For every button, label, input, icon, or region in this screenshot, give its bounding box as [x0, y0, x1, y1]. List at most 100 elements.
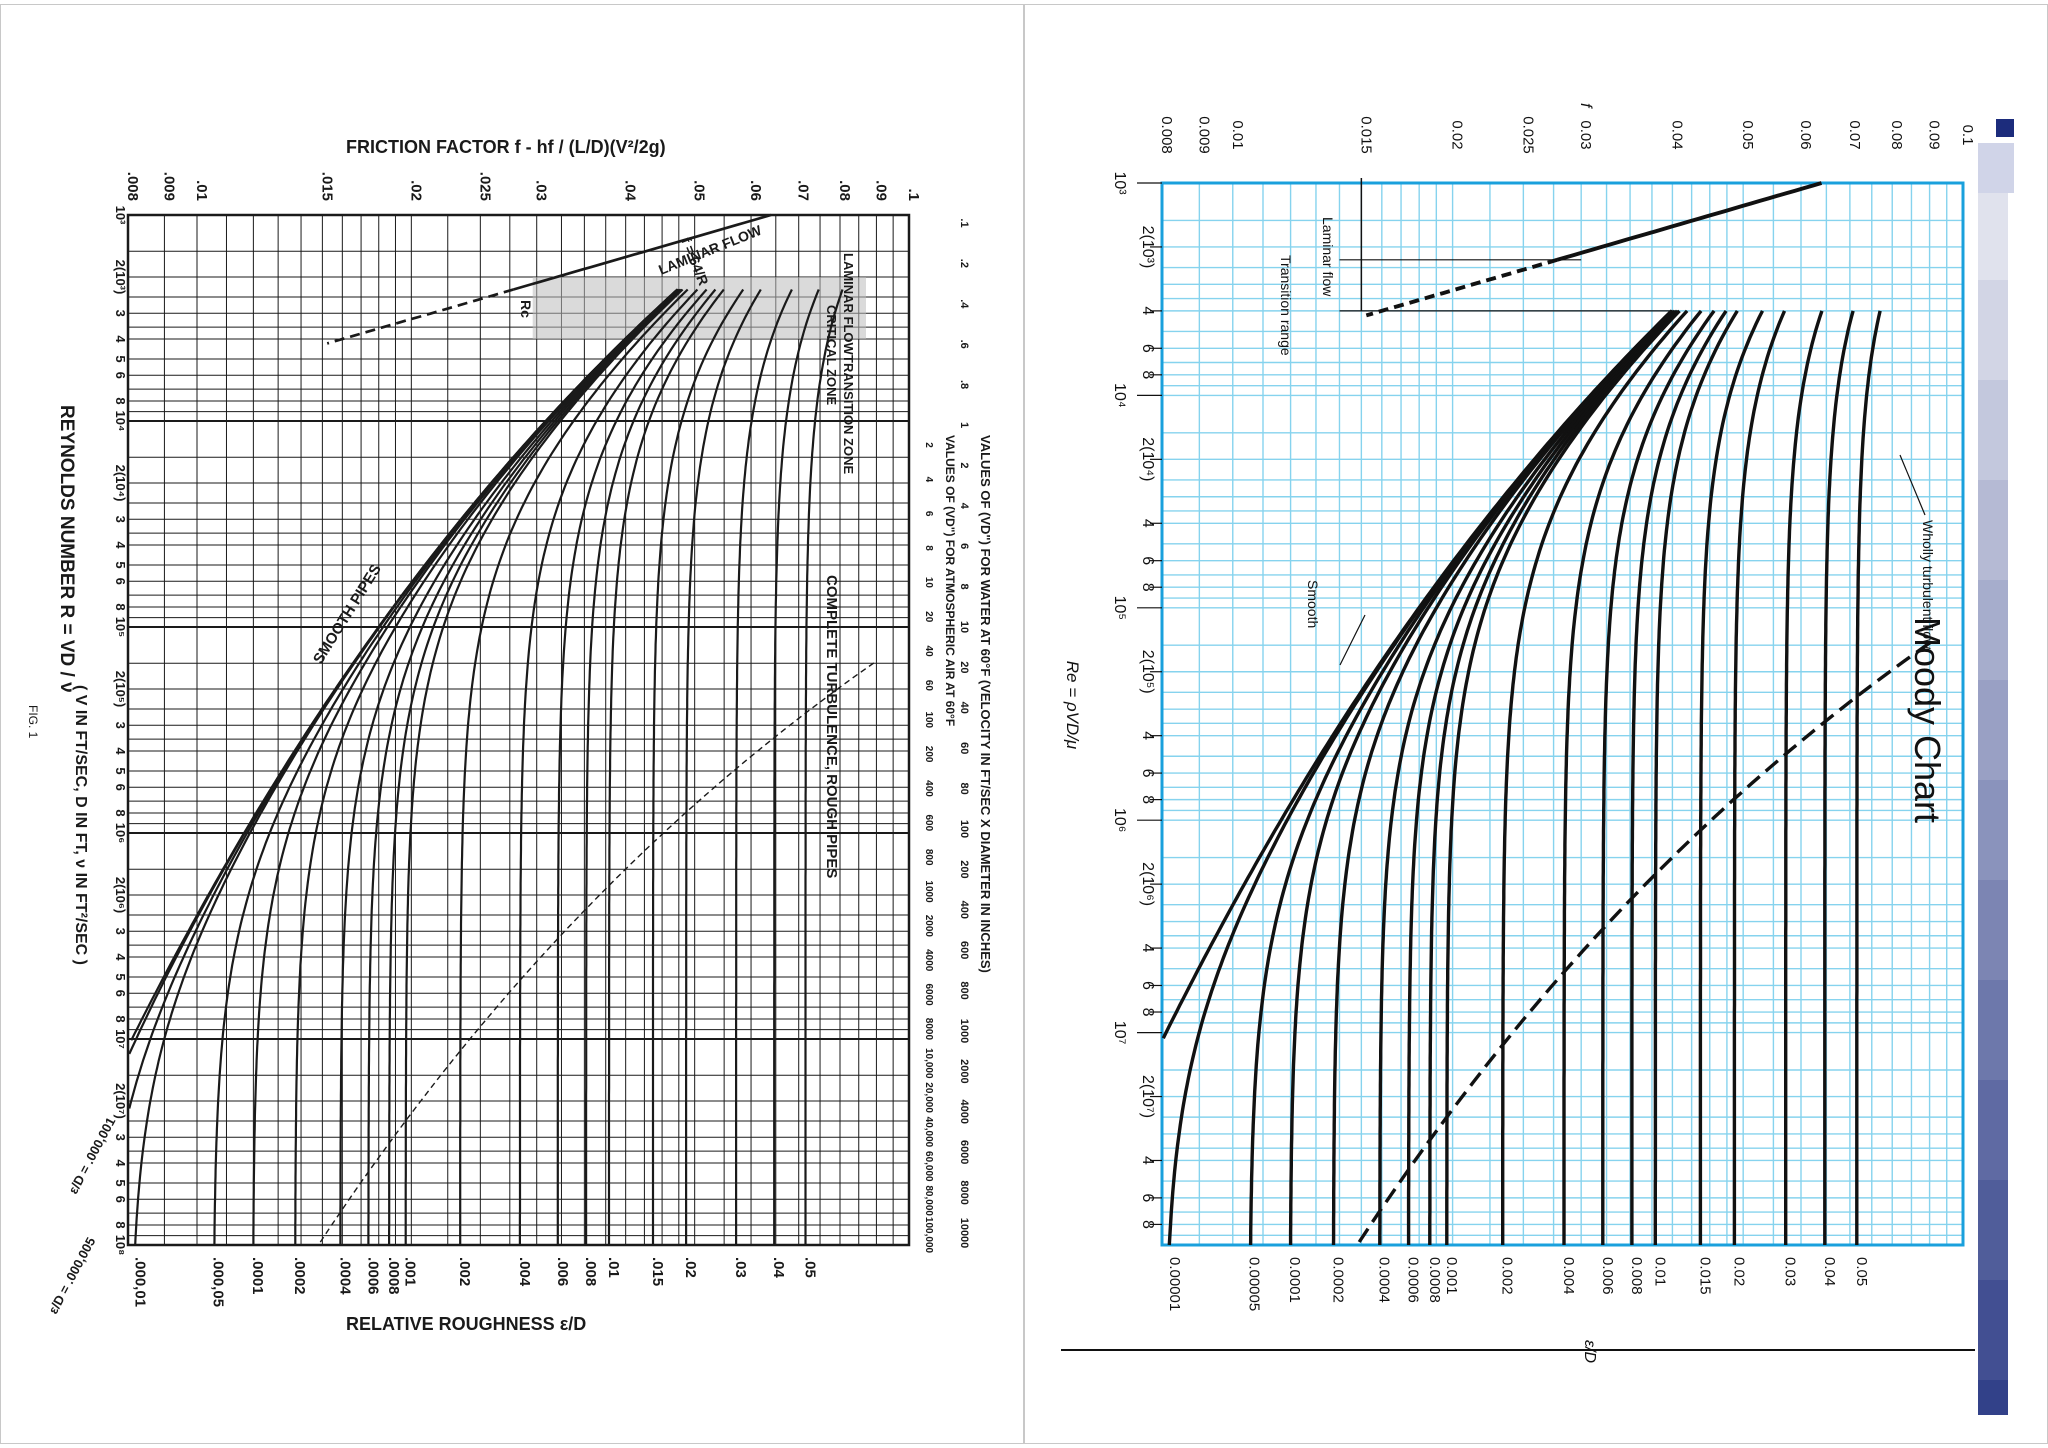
relative-roughness-label: RELATIVE ROUGHNESS ε/D — [346, 1314, 586, 1334]
left-water-tick: 6 — [958, 543, 970, 549]
right-moody-panel: 0.008 0.009 0.01 0.015 0.02 0.025 0.03 0.04 0.05… — [1024, 4, 2048, 1444]
left-rr-tick: .001 — [402, 1257, 419, 1286]
roughness-curve-0.04 — [1823, 310, 1855, 1245]
water-axis-label: VALUES OF (VD") FOR WATER AT 60°F (VELOC… — [978, 435, 993, 973]
left-re-tick: 6 — [113, 372, 128, 379]
rc-annotation: Rc — [518, 300, 534, 318]
right-rr-tick: 0.001 — [1443, 1257, 1460, 1295]
right-f-tick: 0.05 — [1739, 120, 1756, 149]
roughness-curve-0.0001 — [252, 288, 679, 1245]
left-re-tick: 4 — [113, 541, 128, 549]
left-re-tick: 4 — [113, 953, 128, 961]
right-f-tick: 0.009 — [1195, 116, 1212, 154]
right-f-tick: 0.07 — [1846, 120, 1863, 149]
left-curves — [128, 213, 844, 1246]
left-re-tick: 4 — [113, 1159, 128, 1167]
roughness-curve-0.00005 — [1248, 309, 1674, 1246]
left-re-tick: 10⁷ — [113, 1029, 128, 1049]
laminar-zone-label: LAMINAR FLOW — [841, 253, 856, 356]
left-re-tick: 8 — [113, 1221, 128, 1228]
left-f-tick: .008 — [124, 172, 141, 201]
left-re-tick: 3 — [113, 516, 128, 523]
left-re-tick: 3 — [113, 722, 128, 729]
smooth-leader — [1339, 614, 1366, 666]
roughness-curve-0.015 — [651, 288, 745, 1245]
right-re-tick: 8 — [1139, 583, 1156, 592]
right-re-tick: 2(10⁶) — [1139, 862, 1156, 906]
left-f-tick: .04 — [622, 180, 639, 202]
left-water-tick: 2 — [958, 462, 970, 468]
left-air-tick: 40 — [923, 646, 934, 658]
left-re-tick: 8 — [113, 1015, 128, 1022]
left-rr-tick: .0001 — [249, 1257, 266, 1295]
left-rr-tick: .0004 — [336, 1257, 353, 1295]
left-rr-tick: .04 — [770, 1257, 787, 1279]
left-water-tick: 40 — [958, 702, 970, 714]
roughness-curve-0.03 — [734, 289, 793, 1245]
right-rr-tick: 0.0006 — [1404, 1257, 1421, 1303]
left-water-tick: .2 — [958, 259, 970, 268]
right-f-tick: 0.008 — [1158, 116, 1175, 154]
left-water-tick: 2000 — [958, 1059, 970, 1083]
left-re-tick: 2(10⁶) — [113, 877, 128, 913]
left-water-tick: 10000 — [958, 1218, 970, 1249]
left-water-tick: 4 — [958, 503, 970, 510]
right-f-tick: 0.04 — [1668, 120, 1685, 149]
roughness-curve-0.008 — [584, 288, 717, 1245]
right-f-tick: 0.03 — [1577, 120, 1594, 149]
left-f-tick: .015 — [318, 172, 335, 201]
friction-factor-label: FRICTION FACTOR f - hf / (L/D)(V²/2g) — [346, 137, 666, 157]
left-f-tick: .025 — [476, 172, 493, 201]
left-f-tick: .1 — [905, 188, 922, 201]
left-air-tick: 10,000 — [923, 1048, 934, 1079]
strip-fade — [1978, 780, 2008, 880]
left-water-tick: .1 — [958, 218, 970, 227]
moody-chart-title: Moody Chart — [1907, 617, 1948, 823]
right-f-axis-label: f — [1577, 103, 1594, 109]
wholly-turbulent-label: Wholly turbulent flow — [1920, 520, 1936, 650]
roughness-curve-0.004 — [1562, 309, 1703, 1245]
left-rr-tick: .015 — [649, 1257, 666, 1286]
laminar-line — [513, 213, 772, 291]
left-rr-tick: .008 — [582, 1257, 599, 1286]
left-re-tick: 5 — [113, 767, 128, 774]
left-water-tick: 8000 — [958, 1180, 970, 1204]
left-moody-diagram: .008.009.01.015.02.025.03.04.05.06.07.08… — [1, 5, 1023, 1443]
roughness-curve-0.01 — [1653, 310, 1739, 1245]
right-re-tick: 2(10⁷) — [1139, 1075, 1156, 1118]
left-air-tick: 800 — [923, 849, 934, 866]
roughness-curve-0.008 — [1630, 309, 1728, 1245]
left-air-tick: 4 — [923, 477, 934, 483]
right-re-tick: 10⁴ — [1111, 383, 1128, 408]
left-water-tick: .6 — [958, 340, 970, 349]
right-f-tick: 0.015 — [1357, 116, 1374, 154]
roughness-curve-0.0008 — [1428, 309, 1680, 1245]
complete-turbulence-label: COMPLETE TURBULENCE, ROUGH PIPES — [823, 575, 840, 878]
critical-zone-label: CRITICAL ZONE — [824, 305, 839, 405]
left-air-tick: 6 — [923, 511, 934, 517]
right-re-tick: 6 — [1139, 769, 1156, 778]
left-air-tick: 2000 — [923, 915, 934, 938]
roughness-curve-0.004 — [518, 288, 699, 1245]
left-re-tick: 5 — [113, 973, 128, 980]
right-rr-tick: 0.0004 — [1376, 1257, 1393, 1303]
left-re-tick: 10⁶ — [113, 823, 128, 843]
right-re-tick: 8 — [1139, 1008, 1156, 1017]
roughness-curve-0.0002 — [1331, 309, 1675, 1246]
left-water-tick: 200 — [958, 860, 970, 878]
roughness-curve-0.05 — [804, 289, 844, 1245]
right-rr-tick: 0.05 — [1853, 1257, 1870, 1286]
reynolds-label: REYNOLDS NUMBER R = VD / ν — [56, 405, 77, 693]
roughness-curve-0 — [1161, 309, 1673, 1039]
left-rr-tick: .05 — [801, 1257, 818, 1278]
left-water-tick: 800 — [958, 981, 970, 999]
left-paper — [1, 5, 1023, 1443]
right-re-tick: 8 — [1139, 795, 1156, 804]
left-re-tick: 8 — [113, 809, 128, 816]
left-water-tick: 20 — [958, 661, 970, 673]
strip-fade — [1978, 980, 2008, 1080]
left-re-tick: 6 — [113, 990, 128, 997]
right-re-tick: 8 — [1139, 1220, 1156, 1229]
left-re-tick: 2(10⁷) — [113, 1083, 128, 1119]
